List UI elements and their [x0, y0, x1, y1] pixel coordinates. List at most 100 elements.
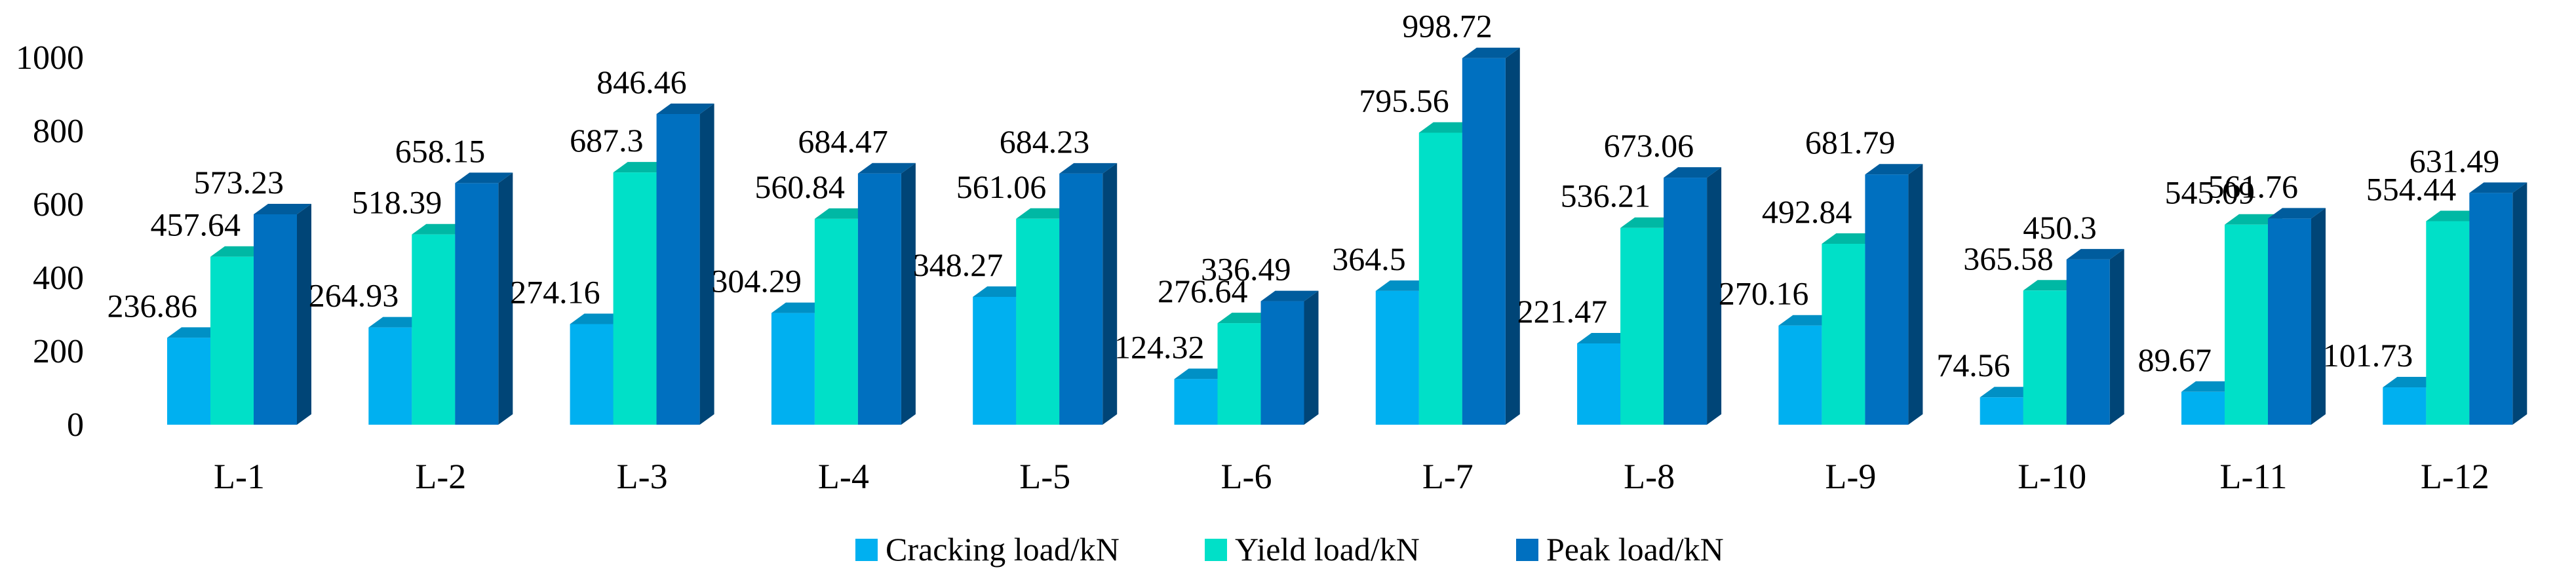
bar-top-face: [455, 172, 513, 184]
bar-front-face: [1577, 343, 1621, 425]
bar-side-face: [1908, 164, 1923, 425]
legend: Cracking load/kN Yield load/kN Peak load/k…: [855, 531, 1724, 568]
data-label-l-8-cracking-load-kn: 221.47: [1517, 293, 1608, 330]
x-tick-label-l-9: L-9: [1825, 457, 1876, 496]
bar-front-face: [1664, 178, 1708, 425]
legend-item-peak-load-kn: Peak load/kN: [1516, 531, 1724, 568]
bar-side-face: [1103, 163, 1118, 425]
bar-front-face: [2469, 193, 2513, 425]
bar-l-3-peak-load-kn: [656, 103, 714, 425]
data-label-l-4-peak-load-kn: 684.47: [798, 123, 888, 160]
x-tick-label-l-6: L-6: [1221, 457, 1272, 496]
y-tick-label-800: 800: [33, 113, 84, 150]
data-label-l-4-yield-load-kn: 560.84: [754, 168, 845, 205]
data-label-l-11-peak-load-kn: 561.76: [2208, 168, 2299, 204]
y-tick-label-400: 400: [33, 260, 84, 297]
data-label-l-9-cracking-load-kn: 270.16: [1719, 275, 1809, 312]
data-label-l-10-cracking-load-kn: 74.56: [1936, 347, 2010, 383]
bar-top-face: [1260, 290, 1319, 301]
x-tick-label-l-10: L-10: [2018, 457, 2086, 496]
bar-front-face: [1778, 325, 1822, 425]
x-tick-label-l-2: L-2: [415, 457, 466, 496]
bar-front-face: [656, 113, 700, 425]
bar-l-11-peak-load-kn: [2268, 208, 2326, 425]
bar-front-face: [167, 338, 210, 425]
bar-front-face: [570, 324, 614, 425]
bar-front-face: [2268, 218, 2311, 425]
bar-l-8-peak-load-kn: [1664, 167, 1722, 425]
y-tick-label-0: 0: [67, 406, 84, 444]
bar-l-9-peak-load-kn: [1865, 164, 1923, 425]
bar-side-face: [2109, 248, 2124, 425]
bar-top-face: [2268, 208, 2326, 219]
data-label-l-5-cracking-load-kn: 348.27: [913, 246, 1004, 283]
bar-front-face: [2181, 391, 2225, 425]
bar-side-face: [2311, 208, 2326, 425]
bar-l-4-peak-load-kn: [857, 163, 916, 425]
x-tick-label-l-12: L-12: [2421, 457, 2489, 496]
data-label-l-10-yield-load-kn: 365.58: [1963, 240, 2054, 277]
data-label-l-2-peak-load-kn: 658.15: [395, 132, 486, 169]
bar-top-face: [1865, 164, 1923, 175]
x-tick-label-l-3: L-3: [617, 457, 668, 496]
data-label-l-2-cracking-load-kn: 264.93: [309, 277, 399, 314]
x-tick-label-l-4: L-4: [818, 457, 869, 496]
bar-top-face: [857, 163, 916, 174]
bar-top-face: [1462, 47, 1520, 58]
bar-side-face: [297, 203, 311, 425]
bar-side-face: [699, 103, 714, 425]
data-label-l-9-peak-load-kn: 681.79: [1805, 124, 1896, 161]
data-label-l-1-cracking-load-kn: 236.86: [107, 287, 198, 324]
data-label-l-5-yield-load-kn: 561.06: [956, 168, 1047, 205]
bar-l-1-peak-load-kn: [254, 203, 311, 425]
bar-top-face: [1664, 167, 1722, 178]
data-label-l-11-cracking-load-kn: 89.67: [2138, 341, 2212, 378]
bar-front-face: [1822, 244, 1865, 425]
bar-front-face: [973, 296, 1017, 425]
data-label-l-1-peak-load-kn: 573.23: [194, 164, 284, 201]
data-label-l-8-peak-load-kn: 673.06: [1604, 127, 1694, 164]
bar-front-face: [1217, 323, 1261, 425]
bar-front-face: [2383, 387, 2427, 425]
bar-front-face: [1620, 227, 1664, 425]
x-tick-label-l-8: L-8: [1624, 457, 1675, 496]
data-label-l-6-peak-load-kn: 336.49: [1201, 251, 1291, 288]
y-axis-ticks: 0 200 400 600 800 1000: [16, 39, 84, 444]
bar-front-face: [1260, 301, 1304, 425]
legend-item-yield-load-kn: Yield load/kN: [1205, 531, 1420, 568]
bar-front-face: [1462, 58, 1506, 425]
bar-front-face: [254, 214, 297, 425]
bars-layer: [167, 47, 2527, 425]
data-label-l-8-yield-load-kn: 536.21: [1561, 178, 1651, 214]
legend-label: Yield load/kN: [1235, 531, 1420, 568]
bar-top-face: [254, 203, 311, 214]
x-axis-category-labels: L-1 L-2 L-3 L-4 L-5 L-6 L-7 L-8 L-9 L-10 L-11 L-12: [214, 457, 2489, 496]
bar-top-face: [656, 103, 714, 114]
bar-front-face: [1059, 173, 1103, 425]
data-label-l-7-yield-load-kn: 795.56: [1359, 82, 1449, 119]
data-label-l-12-yield-load-kn: 554.44: [2366, 171, 2457, 208]
data-labels-layer: 236.86 457.64 573.23 264.93 518.39 658.15 274.…: [107, 8, 2500, 384]
bar-front-face: [1016, 218, 1060, 425]
bar-front-face: [455, 183, 499, 425]
data-label-l-12-peak-load-kn: 631.49: [2410, 142, 2500, 179]
bar-l-10-peak-load-kn: [2066, 248, 2124, 425]
bar-front-face: [1375, 290, 1419, 425]
bar-front-face: [412, 234, 456, 425]
bar-side-face: [1304, 290, 1319, 425]
data-label-l-11-yield-load-kn: 545.09: [2165, 174, 2255, 211]
bar-front-face: [1418, 132, 1462, 425]
bar-side-face: [2512, 182, 2527, 425]
bar-front-face: [814, 218, 858, 425]
bar-front-face: [2225, 224, 2268, 425]
data-label-l-7-cracking-load-kn: 364.5: [1332, 241, 1406, 277]
data-label-l-6-cracking-load-kn: 124.32: [1114, 328, 1205, 365]
legend-swatch: [1205, 539, 1227, 561]
bar-front-face: [2426, 221, 2470, 425]
data-label-l-6-yield-load-kn: 276.64: [1158, 273, 1248, 309]
x-tick-label-l-5: L-5: [1019, 457, 1070, 496]
bar-side-face: [901, 163, 916, 425]
data-label-l-1-yield-load-kn: 457.64: [151, 206, 241, 243]
data-label-l-3-peak-load-kn: 846.46: [596, 64, 687, 100]
